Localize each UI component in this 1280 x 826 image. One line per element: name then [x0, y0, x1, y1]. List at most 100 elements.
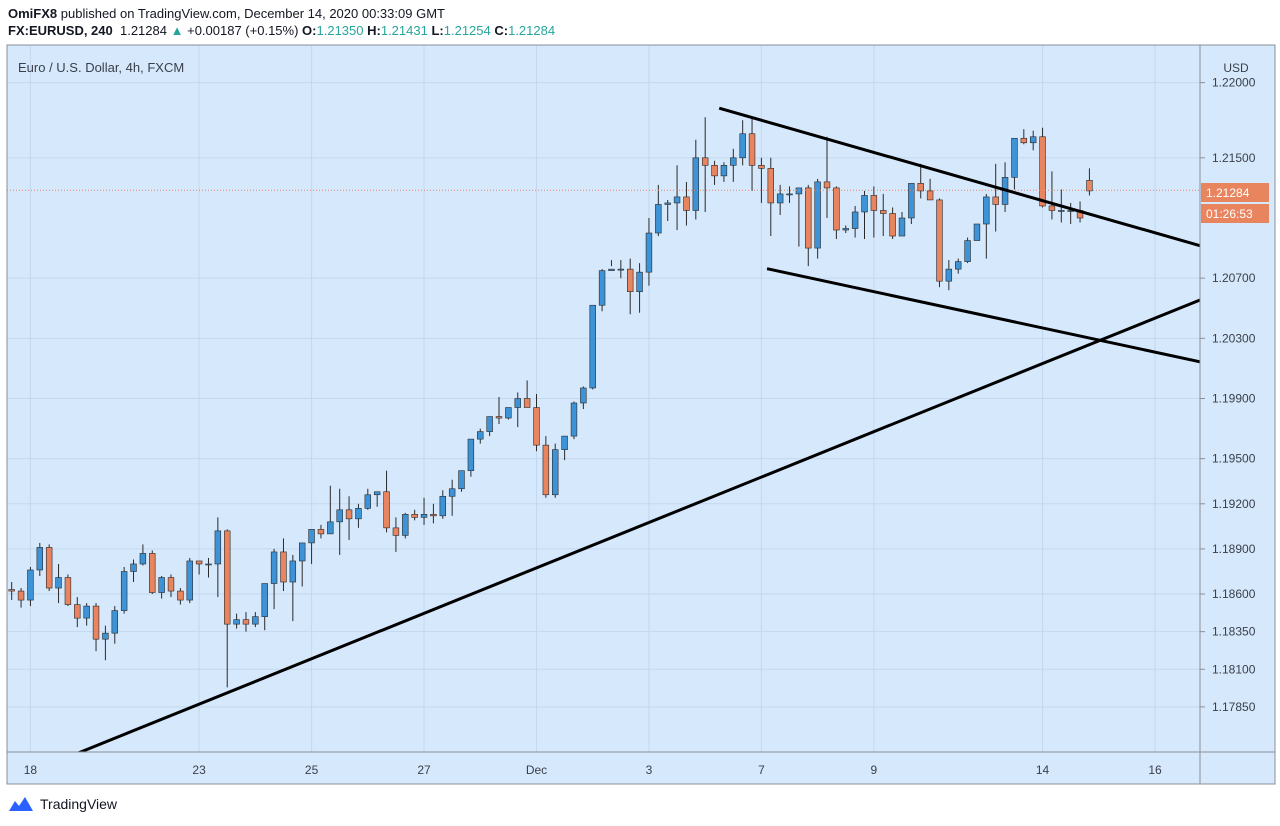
time-tick-label: 16 — [1148, 763, 1162, 777]
candle-body — [730, 157, 737, 166]
candle — [730, 148, 737, 182]
candle-body — [345, 509, 353, 520]
candle — [430, 503, 437, 524]
high-value: 1.21431 — [380, 23, 428, 38]
time-axis[interactable] — [6, 751, 1201, 785]
candle — [317, 524, 325, 539]
candle-body — [233, 619, 240, 625]
candle — [327, 485, 334, 535]
candle — [139, 544, 147, 566]
candle-body — [308, 529, 315, 544]
candle — [252, 612, 259, 628]
current-price-label: 1.21284 — [1206, 186, 1250, 200]
candle-body — [355, 508, 362, 520]
candle-body — [552, 449, 559, 496]
candle-body — [486, 416, 493, 432]
candle-body — [158, 577, 165, 593]
candle — [917, 163, 924, 199]
candle — [242, 612, 250, 632]
candle — [711, 160, 718, 185]
price-change: +0.00187 (+0.15%) — [187, 23, 299, 38]
candle — [1048, 171, 1056, 220]
time-tick-label: 27 — [417, 763, 431, 777]
candle — [55, 563, 62, 604]
ohlc-legend: FX:EURUSD, 240 1.21284 ▲ +0.00187 (+0.15… — [8, 23, 555, 38]
candle — [992, 163, 999, 232]
candle-body — [523, 398, 531, 408]
candle — [402, 512, 409, 539]
candle — [149, 550, 156, 595]
candle — [158, 576, 165, 599]
trendline-rising-support — [76, 298, 1201, 755]
candle — [1020, 129, 1028, 145]
candle — [92, 603, 100, 652]
footer-brand[interactable]: TradingView — [8, 795, 117, 813]
candle-body — [1058, 210, 1065, 212]
candle-body — [908, 183, 915, 219]
candle — [1086, 168, 1093, 196]
chart-title: Euro / U.S. Dollar, 4h, FXCM — [18, 60, 184, 75]
low-label: L: — [431, 23, 444, 38]
price-tick-label: 1.19900 — [1212, 392, 1256, 406]
price-tick-label: 1.18600 — [1212, 587, 1256, 601]
candle-body — [758, 165, 765, 169]
candle-body — [242, 619, 250, 625]
author-name[interactable]: OmiFX8 — [8, 6, 58, 21]
candle-body — [889, 213, 896, 237]
candle-body — [795, 187, 803, 195]
candle — [589, 304, 596, 390]
candle-body — [1011, 137, 1018, 178]
candle-body — [327, 521, 334, 535]
candle — [936, 198, 943, 288]
candle — [64, 574, 72, 607]
candle-body — [973, 223, 981, 241]
candle-body — [992, 196, 999, 205]
candle-body — [467, 438, 475, 472]
candle-body — [430, 514, 437, 517]
candle — [636, 263, 643, 313]
time-tick-label: 23 — [192, 763, 206, 777]
candle-body — [36, 547, 44, 571]
price-tick-label: 1.21500 — [1212, 151, 1256, 165]
candle — [495, 396, 503, 425]
candle-body — [402, 514, 409, 536]
trendline-channel-lower — [766, 267, 1201, 364]
candle — [523, 380, 531, 408]
candle-body — [711, 165, 718, 177]
candle-body — [383, 491, 390, 529]
price-tick-label: 1.20700 — [1212, 271, 1256, 285]
candle — [458, 470, 465, 492]
candle-body — [420, 514, 428, 518]
candle-body — [655, 204, 662, 234]
candle — [36, 542, 44, 577]
candle-body — [111, 610, 118, 634]
candle — [748, 118, 756, 191]
candle-body — [336, 509, 343, 523]
candle — [1029, 130, 1037, 151]
candle-body — [411, 514, 418, 518]
candle-body — [280, 551, 287, 583]
price-tick-label: 1.22000 — [1212, 76, 1256, 90]
candle — [570, 401, 578, 440]
candle — [345, 496, 353, 540]
time-tick-label: 18 — [24, 763, 38, 777]
candle-body — [1029, 136, 1037, 144]
candle — [908, 183, 915, 225]
publish-header: OmiFX8 published on TradingView.com, Dec… — [8, 4, 445, 24]
candle-body — [205, 563, 212, 566]
close-label: C: — [494, 23, 509, 38]
current-price-badge: 1.21284 01:26:53 — [1201, 183, 1269, 223]
tradingview-logo-icon — [9, 797, 33, 811]
candle — [392, 517, 400, 552]
candle-body — [55, 577, 62, 589]
candle — [880, 193, 887, 237]
candle — [8, 582, 15, 601]
candle — [224, 529, 231, 688]
candle — [851, 205, 859, 238]
candle — [439, 490, 446, 519]
candle-body — [870, 195, 878, 211]
candle — [580, 386, 587, 410]
candle-body — [683, 196, 690, 211]
candle — [786, 186, 793, 203]
